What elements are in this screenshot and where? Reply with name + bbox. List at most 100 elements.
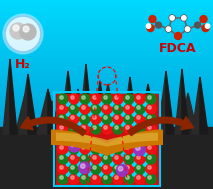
Circle shape bbox=[124, 124, 134, 134]
Circle shape bbox=[205, 24, 210, 28]
Bar bbox=[0, 109, 213, 111]
Bar bbox=[0, 182, 213, 184]
Bar bbox=[0, 45, 213, 47]
Polygon shape bbox=[175, 69, 182, 134]
Circle shape bbox=[77, 122, 82, 126]
Text: FDCA: FDCA bbox=[159, 42, 197, 55]
Circle shape bbox=[137, 156, 140, 159]
Circle shape bbox=[115, 156, 118, 159]
Circle shape bbox=[126, 166, 129, 169]
Circle shape bbox=[10, 23, 26, 39]
Circle shape bbox=[82, 156, 85, 159]
Circle shape bbox=[135, 164, 145, 174]
Circle shape bbox=[77, 102, 82, 106]
Circle shape bbox=[202, 25, 209, 32]
Bar bbox=[0, 165, 213, 168]
Bar bbox=[0, 5, 213, 7]
Circle shape bbox=[194, 22, 200, 28]
Circle shape bbox=[66, 152, 71, 156]
Circle shape bbox=[135, 174, 145, 184]
Circle shape bbox=[88, 152, 93, 156]
Circle shape bbox=[88, 102, 93, 106]
Circle shape bbox=[115, 116, 118, 119]
Circle shape bbox=[66, 112, 71, 116]
Circle shape bbox=[110, 102, 115, 106]
Bar bbox=[56, 94, 158, 184]
Circle shape bbox=[146, 144, 156, 154]
Circle shape bbox=[71, 126, 74, 129]
Circle shape bbox=[148, 166, 151, 169]
Circle shape bbox=[91, 174, 101, 184]
Bar bbox=[0, 35, 213, 38]
Bar bbox=[0, 61, 213, 64]
Circle shape bbox=[137, 96, 140, 99]
Bar bbox=[0, 26, 213, 28]
Bar bbox=[0, 146, 213, 149]
Bar bbox=[0, 104, 213, 106]
Bar bbox=[0, 54, 213, 57]
Bar bbox=[0, 132, 213, 135]
Circle shape bbox=[91, 94, 101, 104]
Circle shape bbox=[58, 114, 68, 124]
Circle shape bbox=[93, 176, 96, 179]
Bar bbox=[0, 99, 213, 102]
Circle shape bbox=[143, 172, 148, 176]
Polygon shape bbox=[182, 69, 189, 134]
Circle shape bbox=[80, 124, 90, 134]
Circle shape bbox=[66, 102, 71, 106]
Bar bbox=[0, 83, 213, 85]
Bar bbox=[0, 17, 213, 19]
Circle shape bbox=[102, 154, 112, 164]
Circle shape bbox=[82, 166, 85, 169]
Circle shape bbox=[60, 96, 63, 99]
Bar bbox=[0, 52, 213, 54]
Circle shape bbox=[71, 146, 74, 149]
Circle shape bbox=[71, 156, 74, 159]
Bar bbox=[0, 149, 213, 151]
Circle shape bbox=[58, 144, 68, 154]
Bar bbox=[0, 90, 213, 92]
Bar bbox=[0, 76, 213, 78]
Bar bbox=[0, 21, 213, 24]
Circle shape bbox=[80, 144, 90, 154]
Circle shape bbox=[58, 154, 68, 164]
Circle shape bbox=[99, 102, 104, 106]
Polygon shape bbox=[68, 71, 76, 134]
Circle shape bbox=[137, 116, 140, 119]
Bar bbox=[0, 158, 213, 161]
Bar bbox=[0, 116, 213, 118]
Bar bbox=[0, 123, 213, 125]
Circle shape bbox=[23, 26, 29, 32]
Bar bbox=[0, 64, 213, 66]
Circle shape bbox=[69, 154, 79, 164]
Circle shape bbox=[126, 116, 129, 119]
Circle shape bbox=[69, 94, 79, 104]
Circle shape bbox=[102, 174, 112, 184]
Circle shape bbox=[126, 176, 129, 179]
Polygon shape bbox=[3, 59, 10, 134]
Circle shape bbox=[146, 94, 156, 104]
Circle shape bbox=[132, 102, 137, 106]
Polygon shape bbox=[166, 71, 174, 134]
Circle shape bbox=[126, 146, 129, 149]
Bar bbox=[0, 57, 213, 59]
Circle shape bbox=[174, 33, 181, 40]
Polygon shape bbox=[138, 84, 148, 134]
Circle shape bbox=[71, 166, 74, 169]
Circle shape bbox=[149, 15, 156, 23]
Polygon shape bbox=[156, 97, 170, 127]
Polygon shape bbox=[200, 77, 208, 134]
Circle shape bbox=[110, 172, 115, 176]
Circle shape bbox=[146, 164, 156, 174]
Circle shape bbox=[82, 176, 85, 179]
Circle shape bbox=[60, 146, 63, 149]
Bar bbox=[0, 7, 213, 9]
Circle shape bbox=[113, 104, 123, 114]
Circle shape bbox=[102, 124, 112, 134]
Circle shape bbox=[80, 114, 90, 124]
Circle shape bbox=[181, 15, 187, 21]
Bar bbox=[0, 137, 213, 139]
Circle shape bbox=[79, 162, 90, 174]
Circle shape bbox=[58, 164, 68, 174]
Circle shape bbox=[137, 106, 140, 109]
